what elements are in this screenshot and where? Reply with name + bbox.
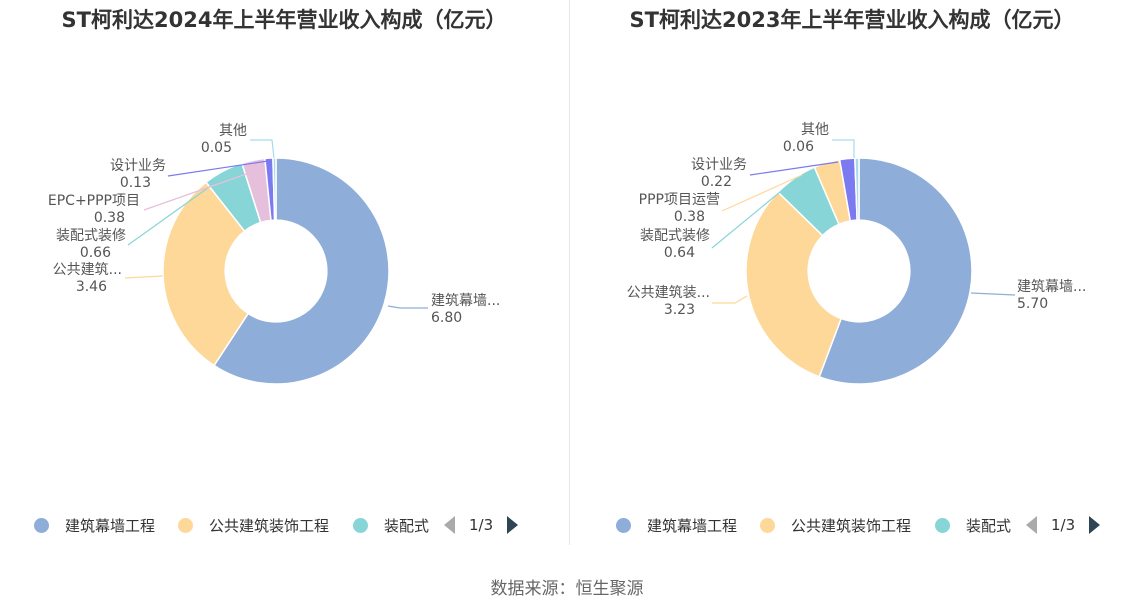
slice-label-value: 0.38 xyxy=(94,210,125,226)
label-leader-line xyxy=(167,160,269,177)
label-leader-line xyxy=(832,139,855,158)
label-leader-line xyxy=(143,171,253,211)
legend-dot-icon xyxy=(178,517,193,533)
pie-slice-1[interactable] xyxy=(745,191,843,378)
chart-panel-2023: ST柯利达2023年上半年营业收入构成（亿元） 建筑幕墙... 5.70 公共建筑装… xyxy=(570,0,1134,545)
slice-label-name: PPP项目运营 xyxy=(639,192,720,208)
label-leader-line xyxy=(387,305,428,309)
legend-label: 公共建筑装饰工程 xyxy=(209,516,330,535)
legend-label: 装配式 xyxy=(966,516,1012,535)
chart-title: ST柯利达2024年上半年营业收入构成（亿元） xyxy=(61,8,507,32)
legend-dot-icon xyxy=(760,517,775,533)
legend-dot-icon xyxy=(353,517,368,533)
donut-chart: 建筑幕墙...5.70公共建筑装...3.23装配式装修0.64PPP项目运营0… xyxy=(627,122,1086,385)
slice-label-value: 3.23 xyxy=(664,302,695,318)
legend-item-curtain-wall[interactable]: 建筑幕墙工程 xyxy=(34,512,155,538)
legend-item-public-building[interactable]: 公共建筑装饰工程 xyxy=(178,512,329,538)
legend-label: 建筑幕墙工程 xyxy=(647,516,738,535)
pie-slice-5[interactable] xyxy=(854,157,860,221)
slice-label-name: 建筑幕墙... xyxy=(431,293,500,309)
slice-label-name: 建筑幕墙... xyxy=(1017,279,1086,295)
slice-label-name: 其他 xyxy=(801,122,829,138)
legend-label: 公共建筑装饰工程 xyxy=(791,516,912,535)
previous-page-icon[interactable] xyxy=(444,516,455,534)
pie-slice-1[interactable] xyxy=(162,181,250,367)
legend-dot-icon xyxy=(34,517,49,533)
legend-dot-icon xyxy=(935,517,950,533)
legend-item-public-building[interactable]: 公共建筑装饰工程 xyxy=(760,512,911,538)
pie-slice-5[interactable] xyxy=(272,157,277,221)
label-leader-line xyxy=(711,191,781,249)
pie-slice-0[interactable] xyxy=(818,157,973,385)
label-leader-line xyxy=(250,139,275,159)
slice-label-name: 公共建筑... xyxy=(53,262,122,278)
legend-item-curtain-wall[interactable]: 建筑幕墙工程 xyxy=(616,512,737,538)
legend-page-indicator: 1/3 xyxy=(469,516,494,534)
legend-label: 建筑幕墙工程 xyxy=(65,516,156,535)
label-leader-line xyxy=(127,184,213,246)
slice-label-name: 其他 xyxy=(219,123,247,139)
label-leader-line xyxy=(712,295,748,304)
label-leader-line xyxy=(749,161,839,176)
panel-divider xyxy=(569,0,570,545)
chart-panel-2024: ST柯利达2024年上半年营业收入构成（亿元） 建筑幕墙... 6.80 公共建筑.… xyxy=(0,0,568,545)
slice-label-value: 0.06 xyxy=(783,139,814,155)
slice-label-value: 0.64 xyxy=(664,245,695,261)
legend-pager: 1/3 xyxy=(444,512,519,538)
slice-label-value: 0.05 xyxy=(201,140,232,156)
slice-label-name: 公共建筑装... xyxy=(627,285,710,301)
legend-pager: 1/3 xyxy=(1026,512,1101,538)
slice-label-name: 装配式装修 xyxy=(640,228,710,244)
slice-label-value: 3.46 xyxy=(76,279,107,295)
legend: 建筑幕墙工程 公共建筑装饰工程 装配式 1/3 xyxy=(570,512,1134,538)
slice-label-name: 设计业务 xyxy=(691,157,747,173)
slice-label-value: 6.80 xyxy=(431,310,462,326)
data-source: 数据来源：恒生聚源 xyxy=(490,579,644,599)
chart-title: ST柯利达2023年上半年营业收入构成（亿元） xyxy=(629,8,1075,32)
legend-label: 装配式 xyxy=(384,516,430,535)
slice-label-value: 0.66 xyxy=(80,245,111,261)
legend-item-prefab[interactable]: 装配式 xyxy=(935,512,1011,538)
label-leader-line xyxy=(970,292,1016,296)
slice-label-name: EPC+PPP项目 xyxy=(48,193,140,209)
label-leader-line xyxy=(721,174,803,212)
label-leader-line xyxy=(124,275,164,279)
legend-item-prefab[interactable]: 装配式 xyxy=(353,512,429,538)
slice-label-value: 0.13 xyxy=(120,175,151,191)
legend-page-indicator: 1/3 xyxy=(1051,516,1076,534)
slice-label-value: 0.22 xyxy=(701,174,732,190)
legend-dot-icon xyxy=(616,517,631,533)
previous-page-icon[interactable] xyxy=(1026,516,1037,534)
next-page-icon[interactable] xyxy=(507,516,519,534)
slice-label-value: 0.38 xyxy=(674,209,705,225)
slice-label-value: 5.70 xyxy=(1017,296,1048,312)
pie-slice-0[interactable] xyxy=(213,157,390,385)
slice-label-name: 装配式装修 xyxy=(56,228,126,244)
legend: 建筑幕墙工程 公共建筑装饰工程 装配式 1/3 xyxy=(0,512,568,538)
slice-label-name: 设计业务 xyxy=(110,158,166,174)
next-page-icon[interactable] xyxy=(1089,516,1101,534)
